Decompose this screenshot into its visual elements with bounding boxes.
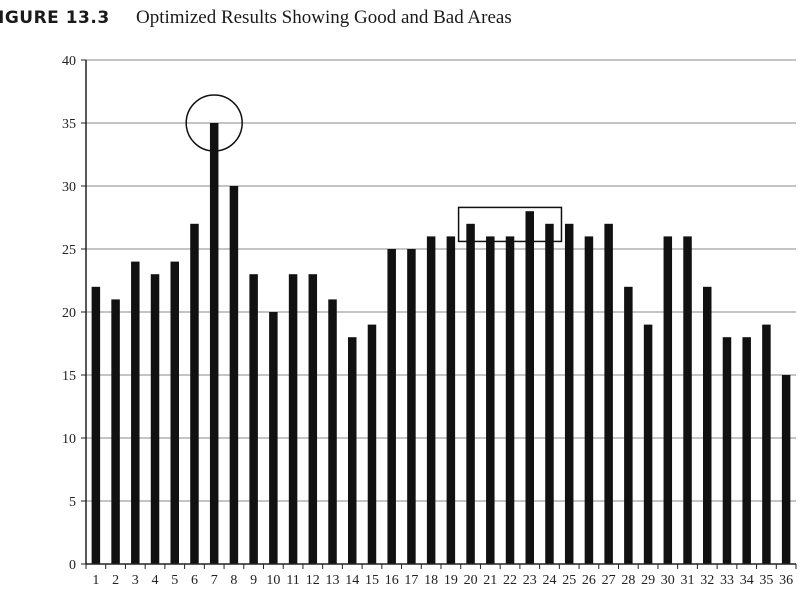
x-tick-label-16: 16: [385, 573, 399, 588]
bar-32: [703, 286, 712, 564]
bar-5: [170, 261, 179, 564]
x-tick-label-29: 29: [641, 573, 655, 588]
bar-11: [288, 274, 298, 564]
bar-31: [683, 236, 692, 564]
x-tick-label-17: 17: [404, 573, 418, 588]
bar-8: [229, 186, 239, 564]
x-tick-label-32: 32: [700, 573, 714, 588]
bar-24: [545, 223, 554, 565]
x-tick-label-2: 2: [112, 573, 119, 588]
x-tick-label-13: 13: [326, 573, 340, 588]
figure-label: IGURE 13.3: [0, 8, 110, 28]
x-tick-label-5: 5: [171, 573, 178, 588]
bar-29: [643, 324, 653, 564]
bar-17: [407, 249, 416, 564]
x-tick-label-12: 12: [306, 573, 320, 588]
x-tick-label-14: 14: [345, 573, 359, 588]
bar-16: [387, 249, 396, 564]
bar-4: [150, 274, 160, 564]
bar-7: [209, 123, 219, 564]
bar-2: [111, 299, 120, 564]
bar-34: [742, 337, 751, 564]
y-tick-label-40: 40: [62, 54, 76, 69]
x-tick-label-25: 25: [562, 573, 576, 588]
x-tick-label-36: 36: [779, 573, 793, 588]
bar-22: [505, 236, 515, 564]
bar-28: [624, 286, 633, 564]
bar-25: [564, 223, 574, 565]
x-tick-label-21: 21: [483, 573, 497, 588]
x-tick-label-26: 26: [582, 573, 596, 588]
x-tick-label-3: 3: [132, 573, 139, 588]
bar-3: [131, 261, 140, 564]
bar-6: [190, 223, 199, 565]
annotation-rectangle: [457, 206, 563, 243]
x-tick-label-35: 35: [759, 573, 773, 588]
bar-20: [466, 223, 475, 565]
bar-10: [269, 312, 278, 564]
x-tick-label-8: 8: [230, 573, 237, 588]
bar-30: [663, 236, 673, 564]
x-tick-label-27: 27: [602, 573, 616, 588]
bar-18: [426, 236, 436, 564]
x-tick-label-24: 24: [542, 573, 556, 588]
x-tick-label-4: 4: [152, 573, 159, 588]
y-tick-label-5: 5: [69, 495, 76, 510]
x-tick-label-10: 10: [266, 573, 280, 588]
x-tick-label-31: 31: [681, 573, 695, 588]
bar-27: [604, 223, 613, 565]
x-tick-label-7: 7: [211, 573, 218, 588]
y-tick-label-15: 15: [62, 369, 76, 384]
x-tick-label-15: 15: [365, 573, 379, 588]
figure-title: Optimized Results Showing Good and Bad A…: [136, 7, 512, 28]
y-tick-label-30: 30: [62, 180, 76, 195]
bar-35: [762, 324, 771, 564]
bar-13: [328, 299, 337, 564]
x-tick-label-22: 22: [503, 573, 517, 588]
y-tick-label-10: 10: [62, 432, 76, 447]
bar-33: [722, 337, 732, 564]
bar-15: [367, 324, 377, 564]
x-tick-label-34: 34: [740, 573, 754, 588]
bar-9: [249, 274, 258, 564]
x-tick-label-9: 9: [250, 573, 257, 588]
x-tick-label-1: 1: [92, 573, 99, 588]
bar-19: [446, 236, 456, 564]
bar-12: [308, 274, 318, 564]
x-tick-label-33: 33: [720, 573, 734, 588]
x-tick-label-18: 18: [424, 573, 438, 588]
x-tick-label-23: 23: [523, 573, 537, 588]
x-tick-label-6: 6: [191, 573, 198, 588]
bar-21: [486, 236, 495, 564]
bar-36: [781, 375, 791, 564]
x-tick-label-20: 20: [464, 573, 478, 588]
bar-14: [348, 337, 357, 564]
y-tick-label-0: 0: [69, 558, 76, 573]
x-tick-label-11: 11: [286, 573, 299, 588]
bar-1: [91, 286, 101, 564]
bar-23: [525, 211, 534, 564]
bar-26: [584, 236, 594, 564]
x-tick-label-19: 19: [444, 573, 458, 588]
y-tick-label-20: 20: [62, 306, 76, 321]
y-tick-label-35: 35: [62, 117, 76, 132]
x-tick-label-30: 30: [661, 573, 675, 588]
annotation-circle: [185, 94, 243, 152]
x-tick-label-28: 28: [621, 573, 635, 588]
y-tick-label-25: 25: [62, 243, 76, 258]
